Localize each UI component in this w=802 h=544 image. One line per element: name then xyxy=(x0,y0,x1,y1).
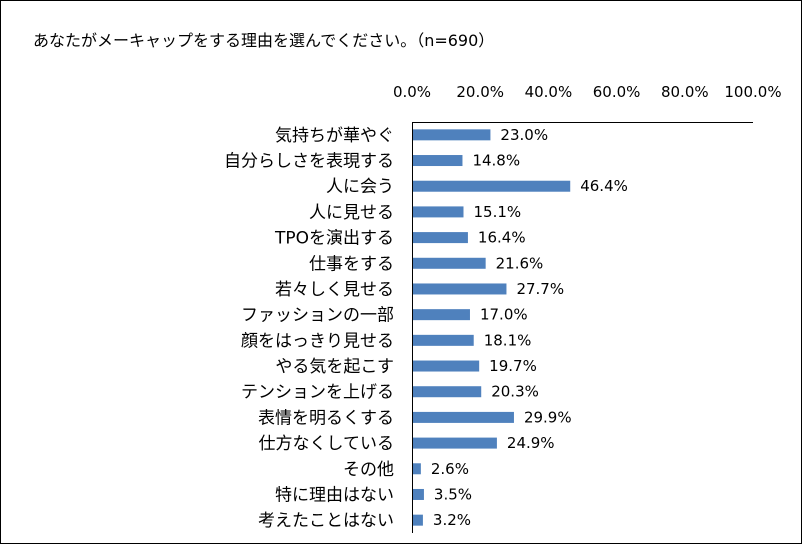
x-tick-label: 40.0% xyxy=(525,83,573,101)
bar xyxy=(413,180,571,192)
category-label: 自分らしさを表現する xyxy=(224,152,394,172)
data-label: 46.4% xyxy=(580,177,628,195)
x-axis-ticks: 0.0% 20.0% 40.0% 60.0% 80.0% 100.0% xyxy=(393,83,782,101)
data-label: 19.7% xyxy=(489,357,537,375)
bar xyxy=(413,334,474,346)
data-label: 23.0% xyxy=(500,126,548,144)
data-label: 16.4% xyxy=(478,229,526,247)
bar xyxy=(413,411,514,423)
category-label: テンションを上げる xyxy=(241,383,394,403)
x-tick-label: 20.0% xyxy=(456,83,504,101)
bar-series: 気持ちが華やぐ 23.0% 自分らしさを表現する 14.8% 人に会う 46.4% 人に見せ… xyxy=(224,126,628,531)
category-label: 顔をはっきり見せる xyxy=(241,331,394,351)
data-label: 3.5% xyxy=(434,485,472,503)
category-label: 仕事をする xyxy=(309,254,394,274)
data-label: 14.8% xyxy=(472,152,520,170)
bar xyxy=(413,360,480,372)
bar xyxy=(413,155,463,167)
x-tick-label: 100.0% xyxy=(724,83,781,101)
bar xyxy=(413,437,497,449)
bar xyxy=(413,463,421,475)
category-label: 若々しく見せる xyxy=(275,280,394,300)
bar xyxy=(413,309,470,321)
category-label: 表情を明るくする xyxy=(258,408,394,428)
bar xyxy=(413,129,491,141)
category-label: その他 xyxy=(343,460,394,480)
data-label: 20.3% xyxy=(491,383,539,401)
x-tick-label: 0.0% xyxy=(393,83,431,101)
chart-title: あなたがメーキャップをする理由を選んでください。（n=690） xyxy=(33,31,495,50)
bar xyxy=(413,232,468,244)
data-label: 27.7% xyxy=(516,280,564,298)
category-label: やる気を起こす xyxy=(275,357,394,377)
data-label: 17.0% xyxy=(480,306,528,324)
bar xyxy=(413,283,507,295)
bar xyxy=(413,206,464,218)
bar xyxy=(413,386,482,398)
category-label: 特に理由はない xyxy=(275,485,394,505)
data-label: 18.1% xyxy=(484,331,532,349)
category-label: 人に会う xyxy=(326,177,394,197)
category-label: 仕方なくしている xyxy=(259,434,395,454)
category-label: 人に見せる xyxy=(309,203,394,223)
data-label: 29.9% xyxy=(524,408,572,426)
data-label: 24.9% xyxy=(507,434,555,452)
bar xyxy=(413,514,423,526)
data-label: 15.1% xyxy=(473,203,521,221)
x-tick-label: 60.0% xyxy=(593,83,641,101)
category-label: TPOを演出する xyxy=(274,229,394,249)
category-label: 考えたことはない xyxy=(258,511,394,531)
data-label: 3.2% xyxy=(433,511,471,529)
bar xyxy=(413,488,424,500)
data-label: 2.6% xyxy=(431,460,469,478)
data-label: 21.6% xyxy=(496,254,544,272)
x-tick-label: 80.0% xyxy=(661,83,709,101)
bar xyxy=(413,257,486,269)
category-label: 気持ちが華やぐ xyxy=(275,126,394,146)
category-label: ファッションの一部 xyxy=(241,306,394,326)
